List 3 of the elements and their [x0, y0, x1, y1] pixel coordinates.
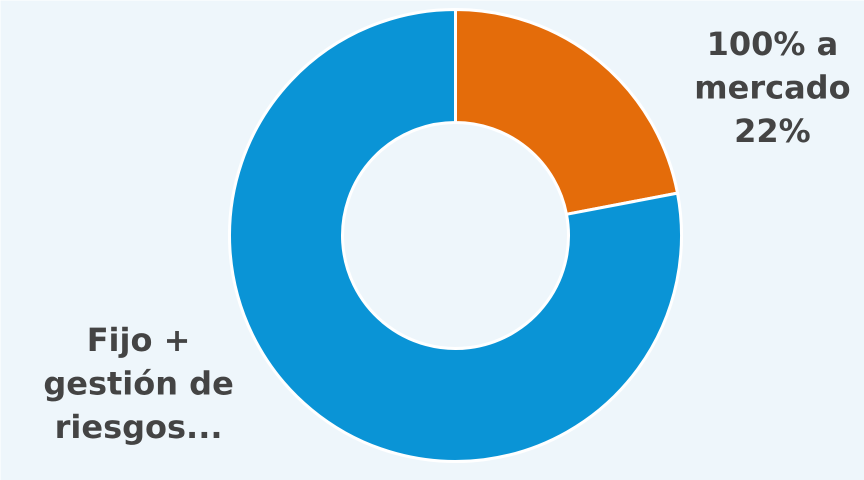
- slice-label: 100% a mercado: [694, 24, 851, 106]
- data-label: 22%: [734, 112, 811, 150]
- slice-label: Fijo + gestión de riesgos...: [43, 320, 234, 446]
